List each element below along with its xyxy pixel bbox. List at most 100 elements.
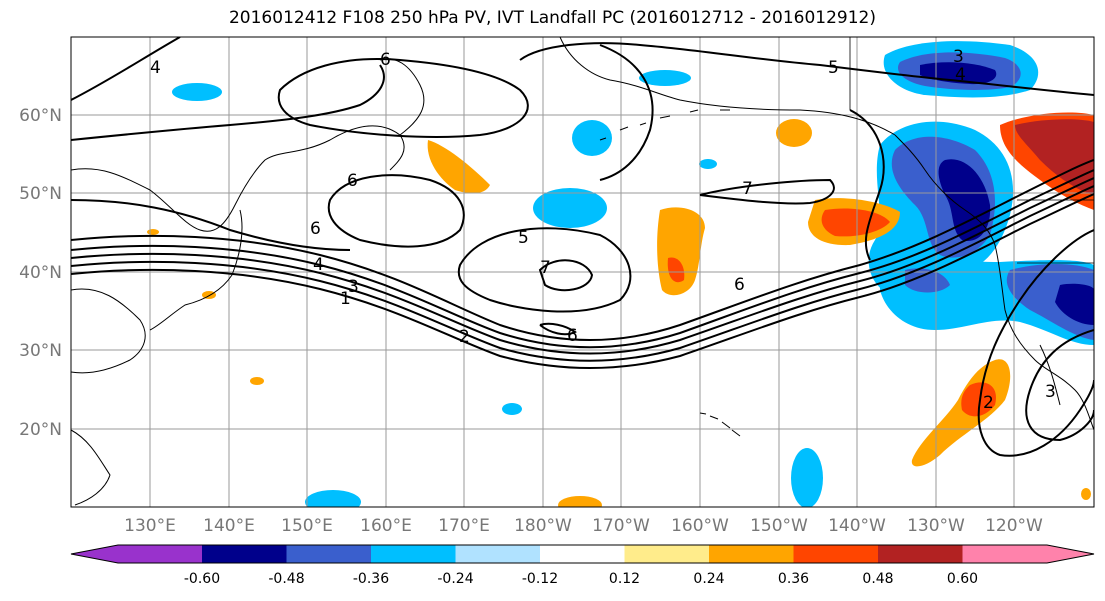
positive-anomaly-region — [1081, 488, 1091, 500]
pv-contour-label: 3 — [348, 277, 359, 297]
negative-anomaly-region — [1006, 264, 1094, 340]
colorbar-segment — [962, 545, 1094, 563]
pv-contour — [71, 185, 1094, 362]
pv-contour — [539, 322, 577, 336]
pv-contour-label: 6 — [310, 219, 321, 239]
pv-contour-label: 4 — [955, 65, 966, 85]
longitude-label: 140°E — [203, 516, 255, 536]
colorbar-tick-label: -0.60 — [184, 571, 220, 587]
longitude-label: 170°W — [592, 516, 650, 536]
pv-contour — [277, 58, 529, 138]
pv-contour-label: 4 — [313, 255, 324, 275]
positive-anomaly-region — [961, 382, 996, 417]
negative-anomaly-region — [305, 490, 361, 507]
pv-contour — [71, 177, 1094, 355]
positive-anomaly-region — [202, 291, 216, 299]
colorbar-tick-label: -0.12 — [522, 571, 558, 587]
longitude-label: 130°E — [124, 516, 176, 536]
colorbar-segment — [709, 545, 794, 563]
pv-contour-label: 2 — [459, 327, 470, 347]
pv-contours — [71, 37, 1094, 457]
positive-anomaly-region — [250, 377, 264, 385]
north-america-coastline — [994, 244, 1094, 431]
pv-contour — [599, 44, 654, 181]
colorbar-segment — [793, 545, 878, 563]
negative-anomaly-region — [791, 448, 823, 507]
aleutian-islands — [599, 109, 730, 141]
colorbar-outline — [70, 544, 1095, 564]
colorbar-tick-label: -0.48 — [268, 571, 304, 587]
colorbar-segment — [455, 545, 540, 563]
longitude-label: 140°W — [828, 516, 886, 536]
colorbar-tick-label: 0.12 — [609, 571, 640, 587]
pv-contour — [71, 199, 351, 251]
pv-contour — [977, 229, 1094, 457]
pv-contour — [71, 169, 1094, 349]
negative-anomaly-region — [1055, 283, 1094, 325]
negative-anomaly-region — [639, 70, 691, 86]
longitude-label: 130°W — [907, 516, 965, 536]
pv-contour-label: 7 — [540, 258, 551, 278]
pv-contour — [327, 174, 465, 248]
hawaii-islands — [699, 412, 741, 437]
colorbar-segment — [624, 545, 709, 563]
colorbar-tick-label: 0.24 — [693, 571, 724, 587]
longitude-label: 160°E — [360, 516, 412, 536]
negative-anomaly-region — [172, 83, 222, 101]
pv-contour-label: 5 — [828, 58, 839, 78]
alaska-coastline — [894, 134, 996, 246]
colorbar-tick-label: 0.60 — [947, 571, 978, 587]
latitude-label: 40°N — [19, 263, 62, 283]
negative-anomaly-region — [502, 403, 522, 415]
longitude-label: 160°W — [671, 516, 729, 536]
longitude-label: 170°E — [438, 516, 490, 536]
longitude-label: 120°W — [985, 516, 1043, 536]
pv-contour-label: 4 — [150, 58, 161, 78]
colorbar-tick-label: 0.48 — [862, 571, 893, 587]
asia-coastline — [71, 125, 405, 232]
latitude-label: 30°N — [19, 341, 62, 361]
negative-anomaly-region — [938, 159, 991, 241]
pv-contour — [1025, 329, 1094, 442]
colorbar-tick-label: -0.24 — [437, 571, 473, 587]
baja-coastline — [1039, 344, 1061, 406]
pv-contour-label: 3 — [1045, 382, 1056, 402]
asia-coastline — [71, 288, 146, 374]
colorbar-tick-label: 0.36 — [778, 571, 809, 587]
colorbar-segment — [371, 545, 456, 563]
positive-anomaly-region — [558, 496, 602, 507]
colorbar — [70, 544, 1095, 564]
colorbar-segment — [71, 545, 202, 563]
pv-contour-label: 7 — [742, 179, 753, 199]
pv-contour-label: 3 — [953, 47, 964, 67]
pv-contour — [849, 109, 885, 261]
longitude-label: 180°W — [514, 516, 572, 536]
longitude-label: 150°W — [750, 516, 808, 536]
pv-contour — [71, 37, 181, 101]
colorbar-segment — [286, 545, 371, 563]
positive-anomaly-region — [667, 257, 685, 283]
negative-anomaly-region — [699, 159, 717, 169]
asia-coastline — [71, 429, 111, 506]
pv-contour — [71, 159, 1094, 341]
ivt-shading — [147, 41, 1094, 507]
pv-contour — [519, 42, 1094, 96]
pv-contour — [538, 259, 594, 292]
latitude-label: 60°N — [19, 106, 62, 126]
pv-contour-label: 6 — [567, 326, 578, 346]
pv-contour — [71, 193, 1094, 369]
pv-contour — [457, 227, 632, 313]
pv-contour-label: 5 — [518, 228, 529, 248]
pv-contour-label: 2 — [983, 393, 994, 413]
negative-anomaly-region — [533, 188, 607, 228]
positive-anomaly-region — [147, 229, 159, 235]
alaska-coastline — [559, 37, 896, 136]
pv-contour-label: 6 — [380, 50, 391, 70]
positive-anomaly-region — [427, 140, 490, 194]
pv-contour-label: 6 — [734, 275, 745, 295]
latitude-label: 50°N — [19, 184, 62, 204]
positive-anomaly-region — [776, 119, 812, 147]
colorbar-segment — [540, 545, 625, 563]
negative-anomaly-region — [572, 120, 612, 156]
